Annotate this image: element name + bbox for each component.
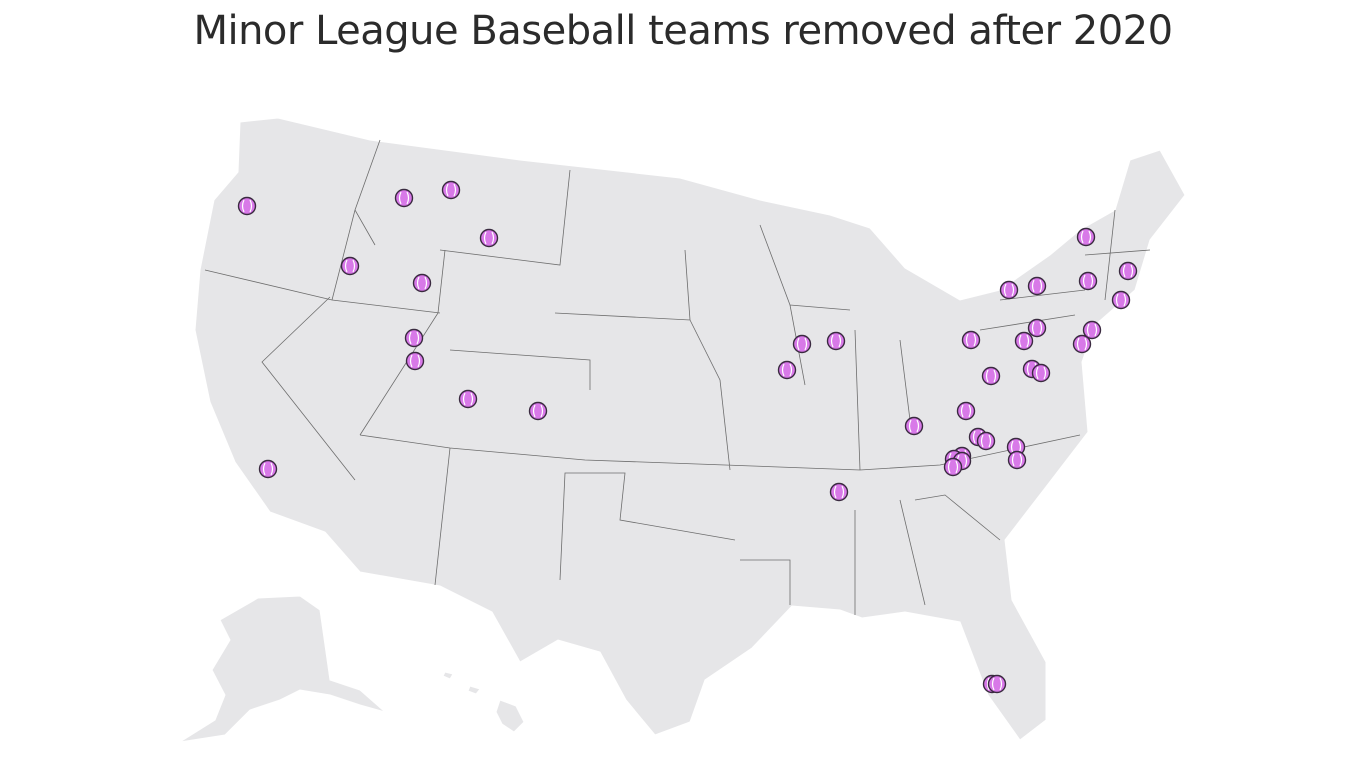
baseball-marker: [404, 328, 424, 348]
baseball-marker: [829, 482, 849, 502]
contiguous-us: [194, 117, 1186, 741]
baseball-marker: [1014, 331, 1034, 351]
baseball-marker: [1078, 271, 1098, 291]
baseball-marker: [1027, 276, 1047, 296]
baseball-marker: [258, 459, 278, 479]
baseball-marker: [479, 228, 499, 248]
baseball-marker: [1007, 450, 1027, 470]
hawaii: [442, 671, 525, 733]
baseball-marker: [976, 431, 996, 451]
baseball-marker: [1072, 334, 1092, 354]
baseball-marker: [826, 331, 846, 351]
baseball-marker: [777, 360, 797, 380]
baseball-marker: [1076, 227, 1096, 247]
alaska: [179, 595, 386, 743]
baseball-marker: [961, 330, 981, 350]
baseball-marker: [792, 334, 812, 354]
baseball-marker: [405, 351, 425, 371]
baseball-marker: [981, 366, 1001, 386]
team-markers: [237, 180, 1138, 694]
baseball-marker: [458, 389, 478, 409]
baseball-marker: [999, 280, 1019, 300]
baseball-marker: [340, 256, 360, 276]
baseball-marker: [1027, 318, 1047, 338]
baseball-marker: [412, 273, 432, 293]
baseball-marker: [1111, 290, 1131, 310]
baseball-marker: [441, 180, 461, 200]
baseball-marker: [394, 188, 414, 208]
baseball-marker: [956, 401, 976, 421]
baseball-marker: [528, 401, 548, 421]
baseball-marker: [1118, 261, 1138, 281]
map-title: Minor League Baseball teams removed afte…: [193, 8, 1173, 54]
state-borders: [204, 139, 1151, 615]
baseball-marker: [943, 457, 963, 477]
baseball-marker: [904, 416, 924, 436]
baseball-marker: [987, 674, 1007, 694]
baseball-marker: [1031, 363, 1051, 383]
baseball-marker: [1082, 320, 1102, 340]
baseball-marker: [237, 196, 257, 216]
